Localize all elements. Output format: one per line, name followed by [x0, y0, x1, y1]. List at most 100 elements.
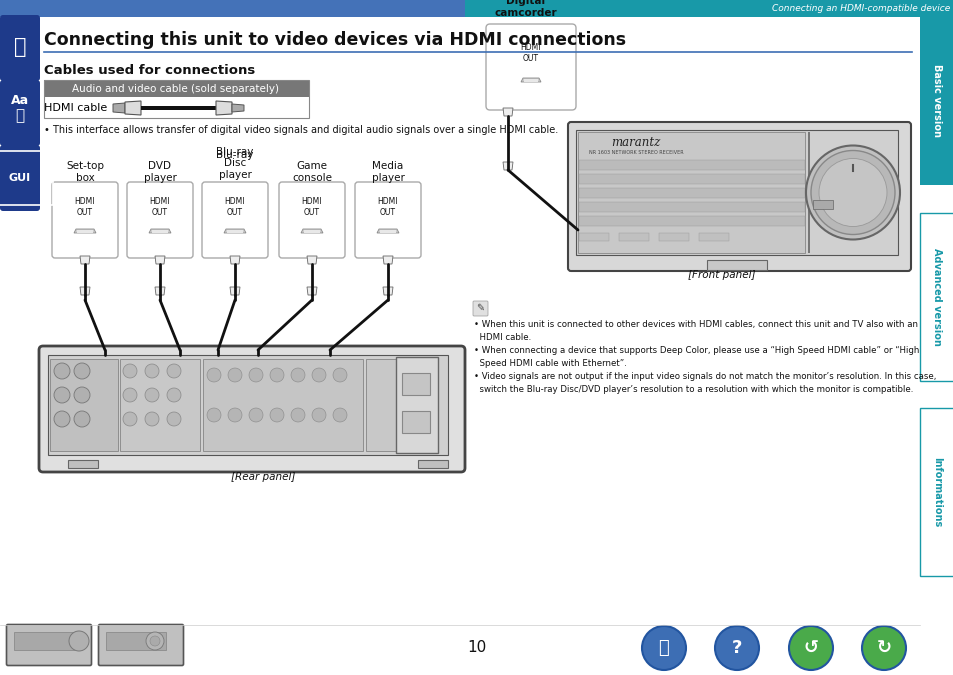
Circle shape: [145, 412, 159, 426]
Circle shape: [270, 408, 284, 422]
Circle shape: [312, 368, 326, 382]
Bar: [699, 233, 728, 241]
Text: switch the Blu-ray Disc/DVD player’s resolution to a resolution with which the m: switch the Blu-ray Disc/DVD player’s res…: [474, 385, 912, 394]
Bar: [120, 359, 200, 451]
Bar: [48, 355, 448, 455]
Bar: [578, 233, 608, 241]
Circle shape: [123, 388, 137, 402]
Bar: [417, 460, 448, 468]
Polygon shape: [154, 287, 165, 295]
Text: Set-top
box: Set-top box: [66, 161, 104, 183]
Text: HDMI cable.: HDMI cable.: [474, 333, 531, 342]
Text: HDMI
OUT: HDMI OUT: [377, 197, 397, 217]
Polygon shape: [80, 287, 90, 295]
Circle shape: [74, 387, 90, 403]
Bar: [44, 80, 309, 97]
Bar: [919, 408, 953, 576]
Bar: [578, 216, 804, 226]
Circle shape: [207, 408, 221, 422]
Text: 📖: 📖: [658, 639, 669, 657]
Circle shape: [167, 412, 181, 426]
Bar: [304, 230, 319, 233]
Text: Digital
camcorder: Digital camcorder: [495, 0, 557, 18]
Bar: [578, 160, 804, 170]
Text: • Video signals are not output if the input video signals do not match the monit: • Video signals are not output if the in…: [474, 372, 936, 381]
Polygon shape: [125, 101, 141, 115]
Bar: [523, 79, 537, 82]
Text: HDMI
OUT: HDMI OUT: [301, 197, 322, 217]
Circle shape: [228, 368, 242, 382]
Circle shape: [150, 636, 160, 646]
FancyBboxPatch shape: [0, 145, 40, 211]
FancyBboxPatch shape: [473, 301, 488, 316]
Circle shape: [291, 368, 305, 382]
Polygon shape: [230, 287, 240, 295]
FancyBboxPatch shape: [7, 624, 91, 666]
Circle shape: [249, 368, 263, 382]
Text: Aa: Aa: [10, 94, 29, 107]
Text: NR 1603 NETWORK STEREO RECEIVER: NR 1603 NETWORK STEREO RECEIVER: [588, 149, 682, 155]
Bar: [576, 130, 897, 255]
Bar: [227, 230, 243, 233]
Polygon shape: [376, 229, 398, 233]
Circle shape: [145, 364, 159, 378]
Polygon shape: [80, 256, 90, 264]
Text: ?: ?: [731, 639, 741, 657]
Circle shape: [249, 408, 263, 422]
Bar: [812, 200, 832, 209]
Text: HDMI
OUT: HDMI OUT: [74, 197, 95, 217]
Polygon shape: [382, 287, 393, 295]
Circle shape: [788, 626, 832, 670]
Polygon shape: [74, 229, 96, 233]
Text: HDMI cable: HDMI cable: [44, 103, 107, 113]
Circle shape: [167, 388, 181, 402]
Circle shape: [270, 368, 284, 382]
Text: ↻: ↻: [876, 639, 891, 657]
FancyBboxPatch shape: [0, 15, 40, 81]
FancyBboxPatch shape: [202, 182, 268, 258]
Text: Connecting this unit to video devices via HDMI connections: Connecting this unit to video devices vi…: [44, 31, 625, 49]
Bar: [152, 230, 168, 233]
Circle shape: [74, 411, 90, 427]
Circle shape: [228, 408, 242, 422]
Text: 10: 10: [467, 641, 486, 655]
Bar: [0, 0, 953, 17]
Text: Audio and video cable (sold separately): Audio and video cable (sold separately): [72, 84, 279, 94]
Bar: [68, 460, 98, 468]
Polygon shape: [502, 162, 513, 170]
Bar: [919, 213, 953, 381]
Text: Informations: Informations: [931, 457, 941, 527]
Bar: [203, 359, 363, 451]
Bar: [14, 632, 74, 650]
Text: Game
console: Game console: [292, 161, 332, 183]
Bar: [395, 357, 437, 453]
Text: Basic version: Basic version: [931, 65, 941, 138]
Circle shape: [146, 632, 164, 650]
Bar: [807, 132, 809, 253]
Text: ✎: ✎: [476, 303, 483, 313]
Bar: [919, 17, 953, 185]
Polygon shape: [520, 78, 540, 82]
Polygon shape: [224, 229, 246, 233]
Circle shape: [74, 363, 90, 379]
Text: 📖: 📖: [13, 37, 27, 57]
Text: ↺: ↺: [802, 639, 818, 657]
Text: Advanced version: Advanced version: [931, 248, 941, 346]
Circle shape: [333, 368, 347, 382]
Text: Blu-ray
Disc
player: Blu-ray Disc player: [216, 146, 253, 180]
Bar: [44, 80, 309, 118]
Circle shape: [145, 388, 159, 402]
Circle shape: [805, 146, 899, 240]
Circle shape: [714, 626, 759, 670]
FancyBboxPatch shape: [355, 182, 420, 258]
Polygon shape: [232, 104, 244, 112]
Bar: [141, 106, 215, 110]
Bar: [659, 233, 688, 241]
FancyBboxPatch shape: [278, 182, 345, 258]
Bar: [578, 188, 804, 198]
Text: [Rear panel]: [Rear panel]: [231, 472, 294, 482]
FancyBboxPatch shape: [0, 80, 40, 146]
Bar: [464, 0, 953, 17]
Text: HDMI
OUT: HDMI OUT: [150, 197, 170, 217]
Circle shape: [69, 631, 89, 651]
